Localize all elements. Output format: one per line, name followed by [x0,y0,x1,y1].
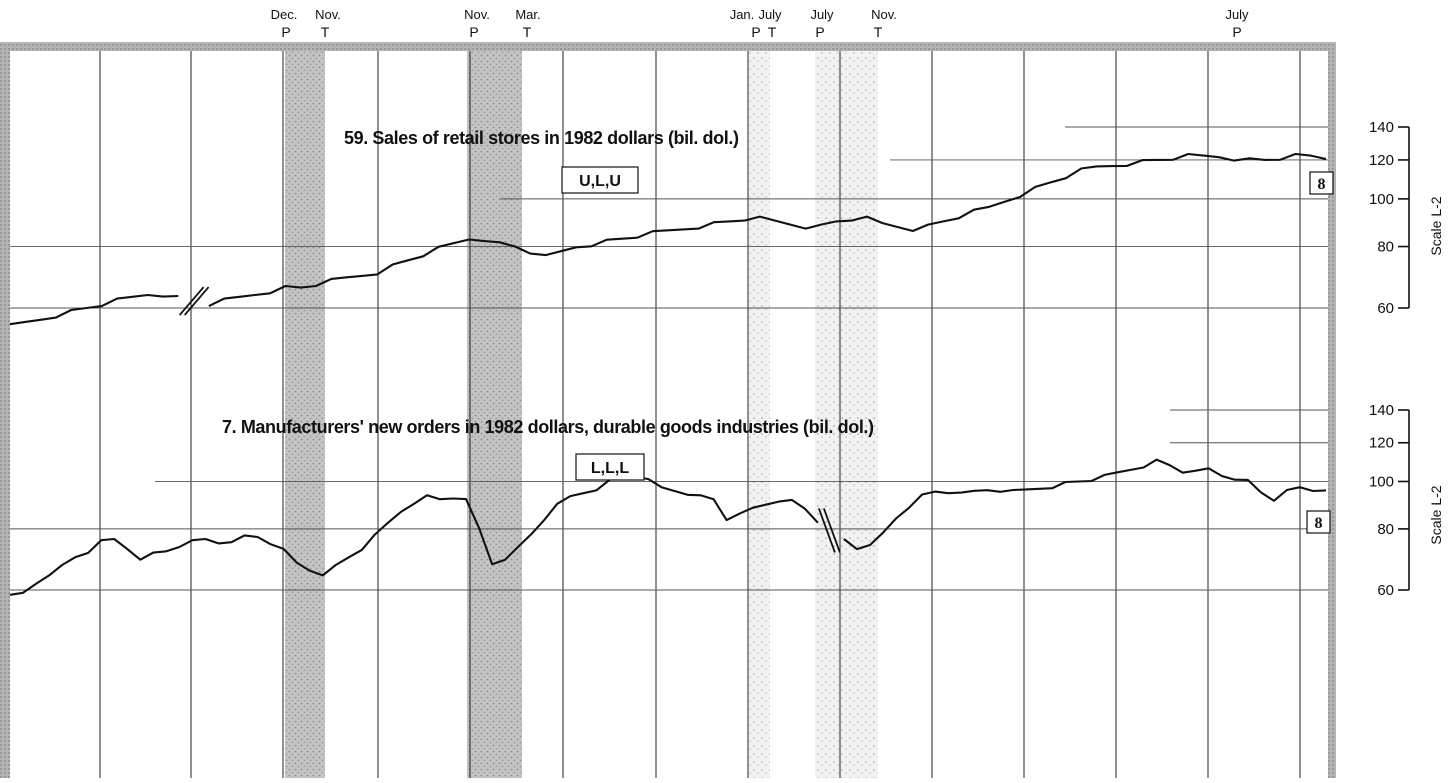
y-tick-label: 80 [1377,239,1394,256]
series-59-code-box: U,L,U [561,166,639,194]
turning-point-type: T [321,24,330,40]
y-tick-label: 100 [1369,473,1394,490]
series-59-badge-text: 8 [1318,176,1326,193]
series-7-y-axis: 60 80 100 120 140 [1369,402,1410,599]
turning-point-type: P [281,24,290,40]
turning-point-type: T [874,24,883,40]
turning-point-1: Dec. P [271,7,298,40]
turning-point-type: P [815,24,824,40]
series-7-timing-code: L,L,L [591,460,629,477]
series-7-break-mark [818,508,841,553]
series-7-badge: 8 [1306,510,1331,534]
turning-point-month: July [758,7,782,22]
turning-point-3: Nov. P [464,7,490,40]
turning-point-month: Jan. [730,7,755,22]
turning-point-5: Jan. P [730,7,761,40]
turning-point-type: P [751,24,760,40]
turning-point-month: Nov. [464,7,490,22]
series-59-break-mark [178,286,210,316]
y-tick-label: 80 [1377,521,1394,538]
recession-shade-3 [749,50,770,778]
y-tick-label: 120 [1369,435,1394,452]
turning-point-month: July [810,7,834,22]
recession-shade-2 [467,50,522,778]
turning-point-type: P [469,24,478,40]
turning-point-type: T [523,24,532,40]
turning-point-month: Mar. [515,7,540,22]
y-tick-label: 120 [1369,152,1394,169]
y-tick-label: 100 [1369,191,1394,208]
turning-point-2: Nov. T [315,7,341,40]
series-59-timing-code: U,L,U [579,173,621,190]
y-tick-label: 60 [1377,582,1394,599]
series-59-line [9,152,1327,326]
turning-point-month: July [1225,7,1249,22]
series-59-y-axis: 60 80 100 120 140 [1369,119,1410,317]
turning-point-7: July P [810,7,834,40]
recession-shade-4 [815,50,878,778]
recession-shade-1 [285,50,325,778]
turning-point-month: Nov. [315,7,341,22]
series-7-code-box: L,L,L [575,453,645,481]
y-tick-label: 140 [1369,402,1394,419]
turning-point-type: P [1232,24,1241,40]
frame-top [0,42,1336,51]
turning-point-9: July P [1225,7,1249,40]
frame-right [1328,42,1336,778]
frame-left [0,42,10,778]
y-tick-label: 60 [1377,300,1394,317]
series-7-badge-text: 8 [1315,515,1323,532]
series-59-badge: 8 [1309,171,1334,195]
series-7-line [9,458,1327,596]
series-59-title: 59. Sales of retail stores in 1982 dolla… [344,128,739,148]
turning-point-4: Mar. T [515,7,540,40]
turning-point-type: T [768,24,777,40]
series-59-scale-label: Scale L-2 [1428,196,1444,255]
series-7-scale-label: Scale L-2 [1428,485,1444,544]
series-7-title: 7. Manufacturers' new orders in 1982 dol… [222,417,874,437]
y-tick-label: 140 [1369,119,1394,136]
turning-point-6: July T [758,7,782,40]
turning-point-month: Nov. [871,7,897,22]
turning-point-8: Nov. T [871,7,897,40]
turning-point-month: Dec. [271,7,298,22]
